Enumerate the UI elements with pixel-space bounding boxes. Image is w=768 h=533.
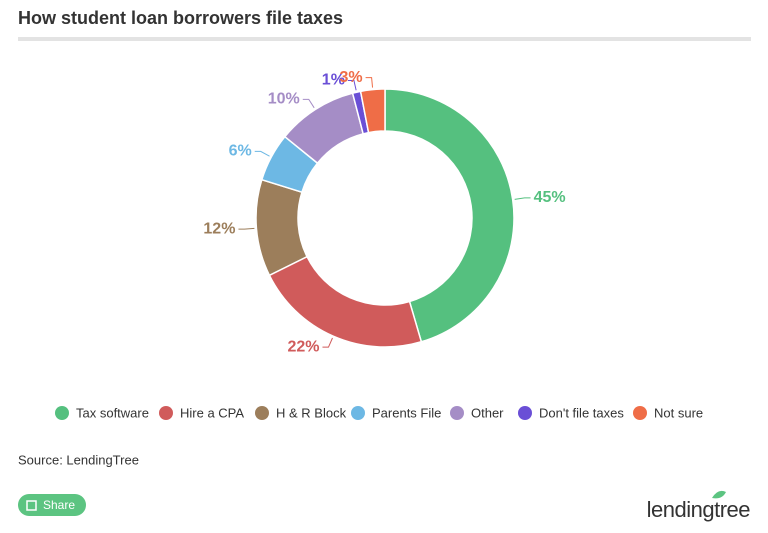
leader-line: [514, 197, 531, 200]
legend-label: Other: [471, 405, 504, 420]
brand-logo: lendingtree: [647, 497, 751, 522]
legend-label: Not sure: [654, 405, 703, 420]
legend-marker: [633, 406, 647, 420]
title-rule: [18, 37, 751, 41]
leader-line: [322, 337, 333, 348]
donut-slice: [384, 88, 515, 343]
data-label: 3%: [339, 69, 362, 86]
legend-label: Hire a CPA: [180, 405, 244, 420]
data-label: 22%: [287, 338, 319, 355]
legend-label: Tax software: [76, 405, 149, 420]
data-label: 1%: [322, 72, 345, 89]
legend-label: Parents File: [372, 405, 441, 420]
source: Source: LendingTree: [18, 452, 139, 467]
donut-slice: [359, 88, 386, 134]
leader-line: [365, 77, 374, 88]
legend-marker: [159, 406, 173, 420]
legend-marker: [518, 406, 532, 420]
share-label[interactable]: Share: [43, 498, 75, 512]
legend-marker: [255, 406, 269, 420]
data-label: 45%: [534, 189, 566, 206]
legend-marker: [55, 406, 69, 420]
donut-slice: [255, 178, 309, 277]
legend-label: Don't file taxes: [539, 405, 624, 420]
data-label: 6%: [229, 143, 252, 160]
legend-marker: [450, 406, 464, 420]
legend-label: H & R Block: [276, 405, 347, 420]
share-button[interactable]: Share: [18, 494, 86, 516]
leader-line: [302, 98, 315, 109]
data-label: 10%: [268, 91, 300, 108]
data-label: 12%: [203, 220, 235, 237]
chart-title: How student loan borrowers file taxes: [18, 8, 343, 28]
leader-line: [238, 227, 255, 230]
brand-leaf: [712, 490, 726, 499]
donut-slice: [268, 255, 423, 348]
legend-marker: [351, 406, 365, 420]
leader-line: [254, 150, 270, 157]
share-icon: [26, 500, 37, 511]
leader-line: [347, 79, 357, 91]
